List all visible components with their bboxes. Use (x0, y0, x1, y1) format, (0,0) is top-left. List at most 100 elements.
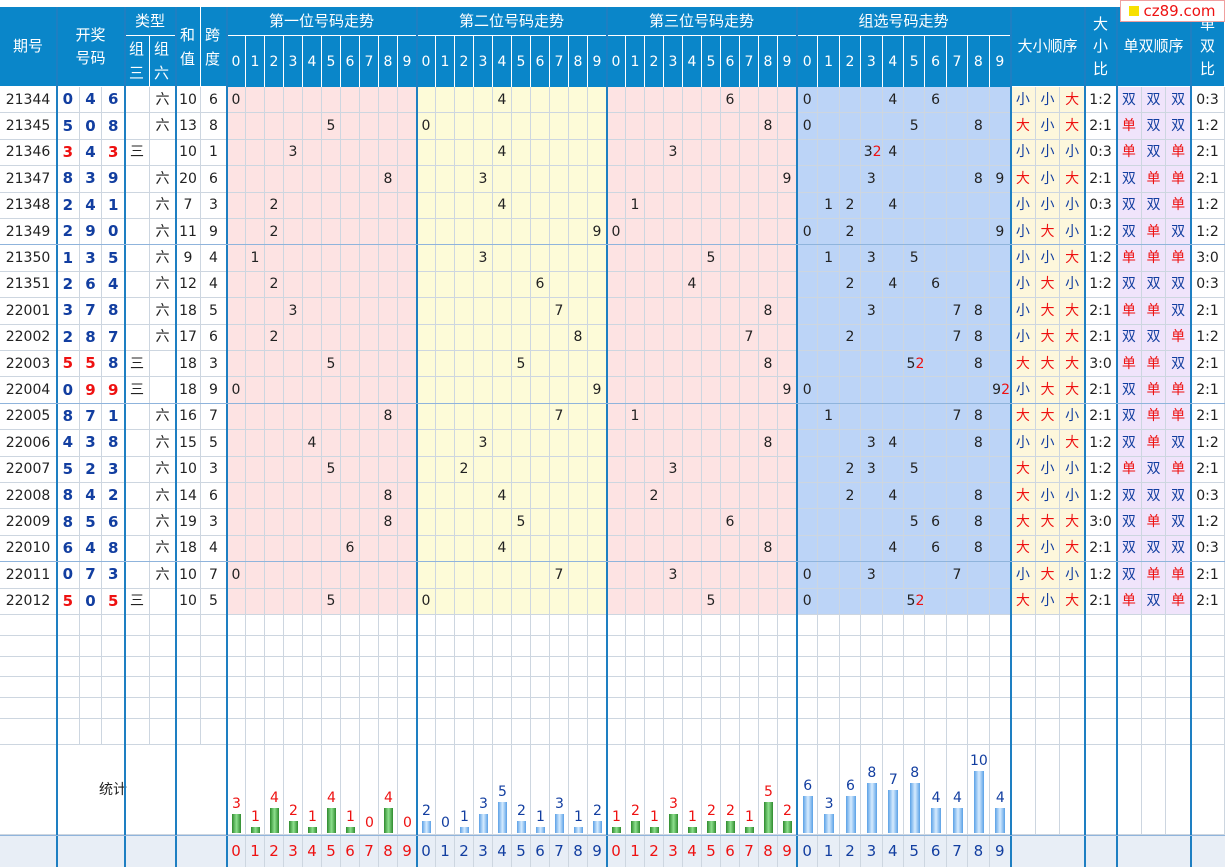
trend-cell-pos2 (531, 139, 550, 167)
stat-value: 4 (953, 790, 962, 807)
stat-value: 1 (650, 808, 659, 825)
draw-number: 2 (57, 192, 80, 219)
trend-cell-pos2: 4 (493, 87, 512, 114)
oe-order-cell: 单 (1166, 166, 1191, 193)
trend-cell-combo (818, 139, 840, 167)
empty-cell (341, 615, 360, 636)
trend-cell-pos3 (683, 192, 702, 219)
trend-hit: 7 (554, 566, 564, 583)
trend-hit: 2 (269, 197, 279, 214)
trend-cell-combo (925, 377, 947, 404)
header-pos2-digit: 1 (436, 36, 455, 87)
stat-value: 1 (574, 808, 583, 825)
empty-cell (778, 719, 797, 745)
stat-bar (498, 802, 507, 833)
footer-digit: 4 (683, 835, 702, 867)
trend-cell-pos1 (398, 456, 417, 483)
stat-value: 2 (631, 802, 640, 819)
empty-cell (176, 677, 201, 699)
trend-cell-combo (818, 562, 840, 589)
empty-cell (79, 677, 103, 699)
trend-cell-combo (797, 351, 819, 378)
trend-cell-pos3 (645, 377, 664, 404)
oe-ratio-cell: 0:3 (1191, 535, 1225, 563)
trend-cell-combo: 1 (818, 192, 840, 219)
footer-digit: 2 (645, 835, 664, 867)
footer-digit: 1 (246, 835, 265, 867)
stats-cell (322, 745, 341, 835)
row-span: 9 (201, 219, 227, 246)
draw-number: 8 (102, 298, 125, 325)
trend-cell-pos2 (569, 588, 588, 615)
empty-cell (493, 719, 512, 745)
site-logo[interactable]: cz89.com (1120, 0, 1225, 22)
trend-cell-pos2 (588, 351, 607, 378)
trend-cell-combo (904, 298, 926, 325)
trend-cell-combo (989, 113, 1011, 140)
empty-cell (1060, 698, 1085, 719)
column-separator (175, 7, 177, 867)
row-span: 6 (201, 166, 227, 193)
trend-cell-combo (989, 562, 1011, 589)
trend-cell-pos1 (227, 430, 246, 457)
trend-cell-pos3 (607, 324, 626, 351)
trend-hit: 4 (888, 197, 898, 214)
trend-cell-combo (818, 113, 840, 140)
header-size-order: 大小顺序 (1011, 7, 1085, 87)
trend-cell-combo (797, 324, 819, 351)
trend-cell-pos3 (721, 377, 740, 404)
trend-hit: 1 (630, 197, 640, 214)
trend-cell-pos3 (645, 456, 664, 483)
empty-cell (79, 698, 103, 719)
empty-cell (904, 677, 926, 699)
trend-cell-pos2 (588, 192, 607, 219)
empty-cell (1035, 635, 1061, 657)
empty-cell (968, 656, 990, 678)
empty-cell (861, 635, 883, 657)
trend-cell-pos2 (569, 245, 588, 272)
trend-cell-combo (904, 377, 926, 404)
size-order-cell: 小 (1060, 456, 1085, 483)
empty-cell (968, 698, 990, 719)
oe-order-cell: 单 (1141, 562, 1167, 589)
empty-cell (550, 635, 569, 657)
empty-cell (759, 635, 778, 657)
stat-bar (973, 771, 984, 833)
empty-cell (246, 698, 265, 719)
size-order-cell: 小 (1035, 430, 1061, 457)
size-order-cell: 小 (1035, 166, 1061, 193)
trend-cell-pos3 (626, 456, 645, 483)
row-sum: 10 (176, 588, 201, 615)
trend-cell-pos2 (569, 562, 588, 589)
empty-cell (588, 615, 607, 636)
empty-cell (1060, 719, 1085, 745)
trend-cell-combo: 8 (968, 509, 990, 536)
oe-order-cell: 单 (1141, 298, 1167, 325)
empty-cell (512, 615, 531, 636)
empty-cell (1141, 656, 1167, 678)
header-combo-digit: 3 (861, 36, 883, 87)
footer-digit: 9 (989, 835, 1011, 867)
trend-cell-pos1 (360, 588, 379, 615)
empty-cell (550, 615, 569, 636)
trend-cell-pos3 (626, 377, 645, 404)
empty-cell (588, 719, 607, 745)
trend-hit: 8 (973, 434, 983, 451)
header-pos1-digit: 7 (360, 36, 379, 87)
trend-cell-pos2 (455, 219, 474, 246)
empty-cell (946, 698, 969, 719)
stats-cell (1166, 745, 1191, 835)
size-order-cell: 大 (1035, 509, 1061, 536)
header-pos3-digit: 6 (721, 36, 740, 87)
stat-bar (251, 826, 260, 833)
trend-cell-pos3 (664, 377, 683, 404)
trend-cell-pos3 (645, 562, 664, 589)
size-order-cell: 小 (1035, 192, 1061, 219)
oe-order-cell: 双 (1166, 535, 1191, 563)
oe-order-cell: 单 (1166, 403, 1191, 431)
trend-cell-pos1 (341, 139, 360, 167)
trend-cell-pos3 (626, 324, 645, 351)
empty-cell (778, 656, 797, 678)
trend-cell-pos3 (607, 113, 626, 140)
trend-cell-pos1 (303, 588, 322, 615)
